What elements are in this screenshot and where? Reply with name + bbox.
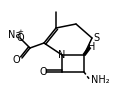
Text: Na: Na [8,30,21,40]
Text: N: N [58,50,66,60]
Text: NH₂: NH₂ [91,75,110,85]
Text: O: O [12,55,20,65]
Text: H: H [88,42,96,52]
Text: +: + [17,29,23,35]
Text: S: S [93,33,99,43]
Text: O: O [39,67,47,77]
Text: O: O [16,33,24,43]
